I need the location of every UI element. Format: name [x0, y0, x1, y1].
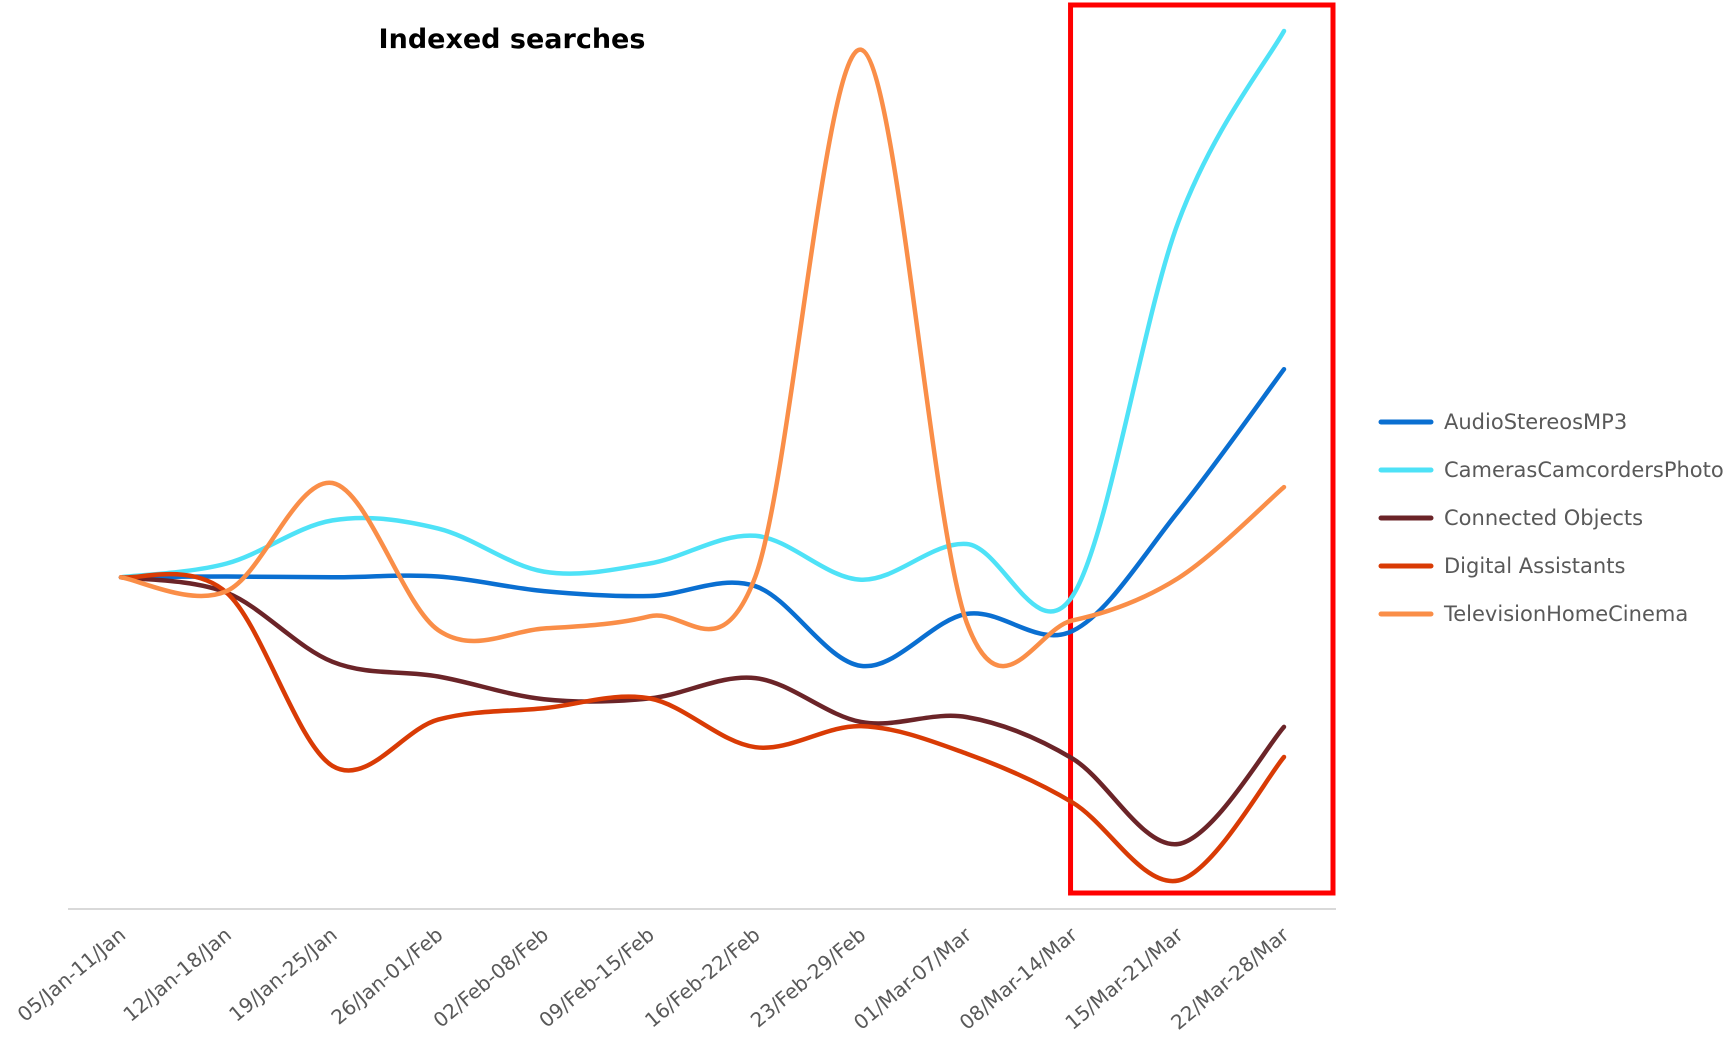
series-line-audiostereosmp3	[118, 366, 1287, 669]
highlight-box	[1068, 2, 1336, 896]
x-tick-label: 02/Feb-08/Feb	[429, 922, 554, 1032]
x-tick-label: 09/Feb-15/Feb	[534, 922, 659, 1032]
legend-label: Digital Assistants	[1444, 554, 1625, 578]
x-tick-label: 19/Jan-25/Jan	[224, 922, 342, 1026]
chart-title: Indexed searches	[379, 24, 646, 55]
series-line-connected-objects	[118, 575, 1287, 847]
series-line-televisionhomecinema	[118, 47, 1287, 669]
series-line-camerascamcordersphoto	[118, 28, 1287, 614]
legend-label: AudioStereosMP3	[1444, 410, 1627, 434]
series-line-digital-assistants	[118, 571, 1287, 884]
x-tick-label: 12/Jan-18/Jan	[118, 922, 236, 1026]
legend-label: Connected Objects	[1444, 506, 1643, 530]
x-tick-label: 16/Feb-22/Feb	[640, 922, 765, 1032]
legend-label: TelevisionHomeCinema	[1443, 602, 1688, 626]
x-tick-label: 05/Jan-11/Jan	[13, 922, 131, 1026]
legend-label: CamerasCamcordersPhoto	[1444, 458, 1724, 482]
